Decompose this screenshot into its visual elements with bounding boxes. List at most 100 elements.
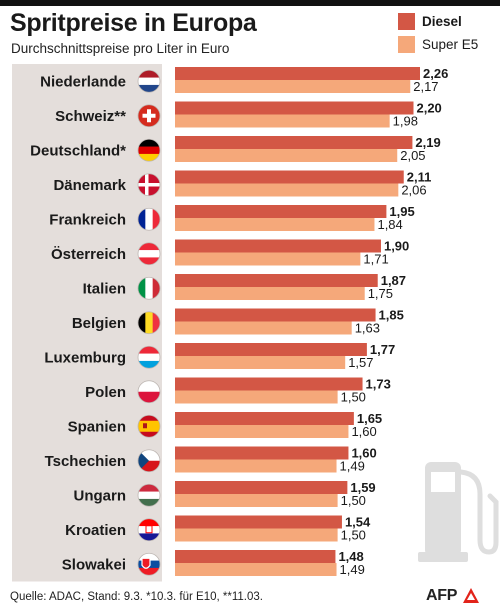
country-label-daenemark: Dänemark [53,177,126,194]
bar-diesel-ungarn [175,481,348,494]
belgium-flag-icon [138,311,160,334]
denmark-flag-icon [138,173,160,196]
france-flag-icon [138,208,160,231]
value-label-super-frankreich: 1,84 [377,217,402,232]
afp-credit-text: AFP [426,587,458,604]
country-label-oesterreich: Österreich [51,246,126,263]
country-label-italien: Italien [83,280,126,297]
bar-diesel-niederlande [175,67,420,80]
germany-flag-icon [138,139,160,162]
value-label-super-italien: 1,75 [368,286,393,301]
country-label-deutschland: Deutschland* [30,142,126,159]
value-label-super-belgien: 1,63 [355,321,380,336]
value-label-super-daenemark: 2,06 [401,183,426,198]
value-label-diesel-kroatien: 1,54 [345,515,371,530]
value-label-diesel-luxemburg: 1,77 [370,342,395,357]
afp-credit: AFP [426,586,482,606]
legend-label-diesel: Diesel [422,14,462,29]
bar-diesel-luxemburg [175,343,367,356]
bar-diesel-italien [175,274,378,287]
value-label-diesel-deutschland: 2,19 [415,135,440,150]
croatia-flag-icon [138,518,160,541]
value-label-super-tschechien: 1,49 [340,459,365,474]
value-label-diesel-tschechien: 1,60 [351,446,376,461]
country-label-polen: Polen [85,384,126,401]
hungary-flag-icon [138,484,160,507]
bar-diesel-polen [175,377,363,391]
country-label-panel [12,64,162,582]
bar-super-daenemark [175,183,399,197]
bar-diesel-kroatien [175,515,342,529]
bar-diesel-spanien [175,412,354,425]
bar-super-polen [175,390,338,404]
legend-item-super: Super E5 [398,36,478,53]
switzerland-flag-icon [138,104,160,127]
value-label-diesel-italien: 1,87 [381,273,406,288]
chart-subtitle: Durchschnittspreise pro Liter in Euro [11,41,230,56]
country-label-kroatien: Kroatien [65,522,126,539]
country-label-schweiz: Schweiz** [55,108,126,125]
luxembourg-flag-icon [138,346,160,369]
value-label-super-polen: 1,50 [341,390,366,405]
bar-super-luxemburg [175,356,346,369]
value-label-super-luxemburg: 1,57 [348,355,373,370]
bar-diesel-tschechien [175,446,349,460]
afp-logo-icon [463,588,480,603]
value-label-diesel-belgien: 1,85 [379,308,404,323]
netherlands-flag-icon [138,70,160,93]
slovakia-flag-icon [138,553,160,576]
value-label-super-deutschland: 2,05 [400,148,425,163]
country-label-luxemburg: Luxemburg [44,349,126,366]
value-label-diesel-ungarn: 1,59 [350,480,375,495]
country-label-tschechien: Tschechien [45,453,126,470]
bar-diesel-oesterreich [175,239,381,253]
bar-diesel-frankreich [175,205,387,218]
bar-super-ungarn [175,494,338,507]
value-label-super-ungarn: 1,50 [341,493,366,508]
bar-super-slowakei [175,563,337,576]
value-label-diesel-daenemark: 2,11 [407,170,432,185]
bar-super-frankreich [175,218,375,231]
bar-diesel-deutschland [175,136,413,149]
bar-diesel-schweiz [175,101,414,115]
poland-flag-icon [138,380,160,403]
legend-swatch-diesel [398,13,415,30]
legend-swatch-super [398,36,415,53]
bar-super-tschechien [175,459,337,473]
value-label-super-kroatien: 1,50 [341,528,366,543]
value-label-diesel-spanien: 1,65 [357,411,382,426]
source-note: Quelle: ADAC, Stand: 9.3. *10.3. für E10… [10,591,263,603]
value-label-diesel-frankreich: 1,95 [389,204,414,219]
bar-diesel-daenemark [175,170,404,184]
italy-flag-icon [138,277,160,300]
bar-super-oesterreich [175,252,361,266]
value-label-diesel-niederlande: 2,26 [423,66,448,81]
country-label-slowakei: Slowakei [62,556,126,573]
bar-super-italien [175,287,365,300]
fuel-pump-icon [418,462,499,562]
bar-super-deutschland [175,149,398,162]
spain-flag-icon [138,415,160,438]
value-label-diesel-slowakei: 1,48 [338,549,363,564]
value-label-diesel-schweiz: 2,20 [416,101,441,116]
czechia-flag-icon [138,449,160,472]
country-label-ungarn: Ungarn [74,487,127,504]
value-label-super-niederlande: 2,17 [413,79,438,94]
value-label-diesel-polen: 1,73 [366,377,391,392]
bar-diesel-slowakei [175,550,336,563]
chart-title: Spritpreise in Europa [10,9,257,37]
bar-super-niederlande [175,80,411,93]
country-label-frankreich: Frankreich [49,211,126,228]
country-label-spanien: Spanien [68,418,126,435]
country-label-belgien: Belgien [72,315,126,332]
legend-label-super: Super E5 [422,37,479,52]
austria-flag-icon [138,242,160,265]
value-label-diesel-oesterreich: 1,90 [384,239,409,254]
value-label-super-spanien: 1,60 [351,424,376,439]
bar-super-kroatien [175,528,338,542]
country-label-niederlande: Niederlande [40,73,126,90]
value-label-super-oesterreich: 1,71 [363,252,388,267]
top-rule [0,0,500,6]
bar-super-belgien [175,321,352,335]
